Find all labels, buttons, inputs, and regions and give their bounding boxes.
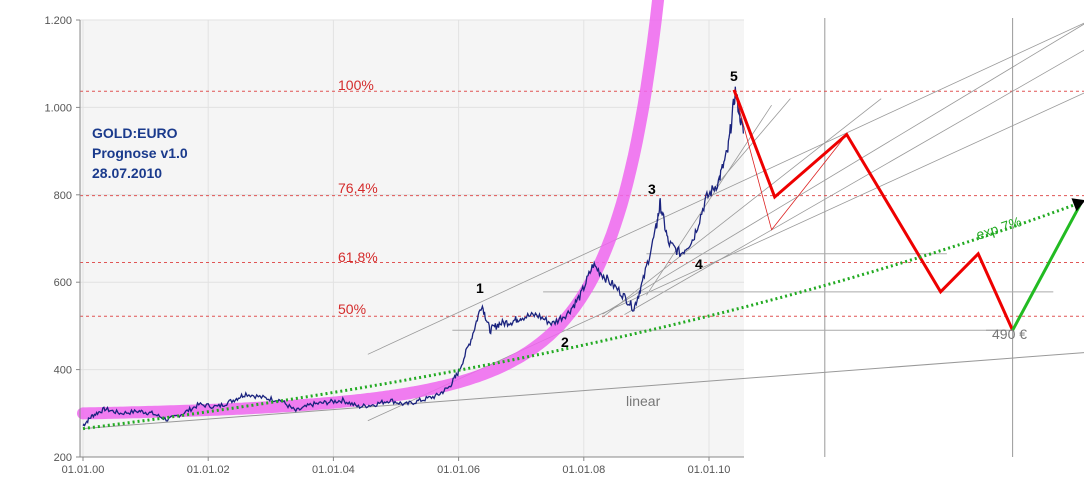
linear-trend-line: [82, 352, 1084, 430]
parabolic-curve: [77, 0, 665, 420]
wave-labels: 1 2 3 4 5: [476, 68, 738, 350]
y-tick-label-3: 800: [54, 190, 72, 202]
channel-line-4: [602, 98, 882, 318]
title-line-1: GOLD:EURO: [92, 125, 178, 141]
wave-label-1: 1: [476, 280, 484, 296]
x-tick-label-1: 01.01.02: [187, 464, 230, 476]
channel-line-0: [367, 22, 1084, 355]
fib-label-50: 50%: [338, 301, 366, 317]
fib-label-764: 76,4%: [338, 180, 378, 196]
wave-label-3: 3: [648, 181, 656, 197]
parabolic-curve-line: [77, 0, 665, 420]
chart-title: GOLD:EURO Prognose v1.0 28.07.2010: [92, 125, 188, 181]
channel-line-6: [708, 98, 791, 195]
fib-label-618: 61,8%: [338, 249, 378, 265]
y-tick-label-0: 200: [54, 452, 72, 464]
x-tick-label-3: 01.01.06: [437, 464, 480, 476]
exp-trend-label: exp 7%: [974, 213, 1023, 243]
fibonacci-levels: [80, 90, 1084, 317]
target-price-label: 490 €: [992, 326, 1027, 342]
forecast-green-path: [1011, 201, 1083, 332]
title-line-3: 28.07.2010: [92, 165, 162, 181]
x-tick-label-5: 01.01.10: [688, 464, 731, 476]
channel-line-3: [624, 49, 1084, 315]
title-line-2: Prognose v1.0: [92, 145, 188, 161]
y-tick-label-1: 400: [54, 365, 72, 377]
y-tick-label-2: 600: [54, 277, 72, 289]
channel-line-2: [602, 23, 1084, 315]
plot-background: [80, 20, 744, 457]
wave-label-4: 4: [695, 256, 703, 272]
x-tick-label-4: 01.01.08: [562, 464, 605, 476]
forecast-red-path: [732, 89, 1014, 331]
wave-label-2: 2: [561, 334, 569, 350]
fib-label-100: 100%: [338, 77, 374, 93]
x-tick-label-2: 01.01.04: [312, 464, 355, 476]
y-tick-label-5: 1.200: [44, 15, 72, 27]
axis-ticks: 200 400 600 800 1.000 1.200 01.01.00 01.01.02 01…: [44, 15, 744, 476]
forecast-paths: [82, 89, 1084, 431]
fib-labels: 100% 76,4% 61,8% 50%: [338, 77, 378, 317]
x-tick-label-0: 01.01.00: [62, 464, 105, 476]
linear-trend-label: linear: [626, 393, 661, 409]
y-tick-label-4: 1.000: [44, 102, 72, 114]
alt-forecast-path: [733, 89, 848, 231]
wave-label-5: 5: [730, 68, 738, 84]
exp-trend-arrowhead: [1071, 198, 1084, 212]
trendlines: [82, 22, 1084, 430]
